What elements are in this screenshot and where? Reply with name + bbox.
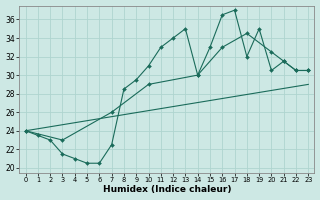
X-axis label: Humidex (Indice chaleur): Humidex (Indice chaleur): [103, 185, 231, 194]
